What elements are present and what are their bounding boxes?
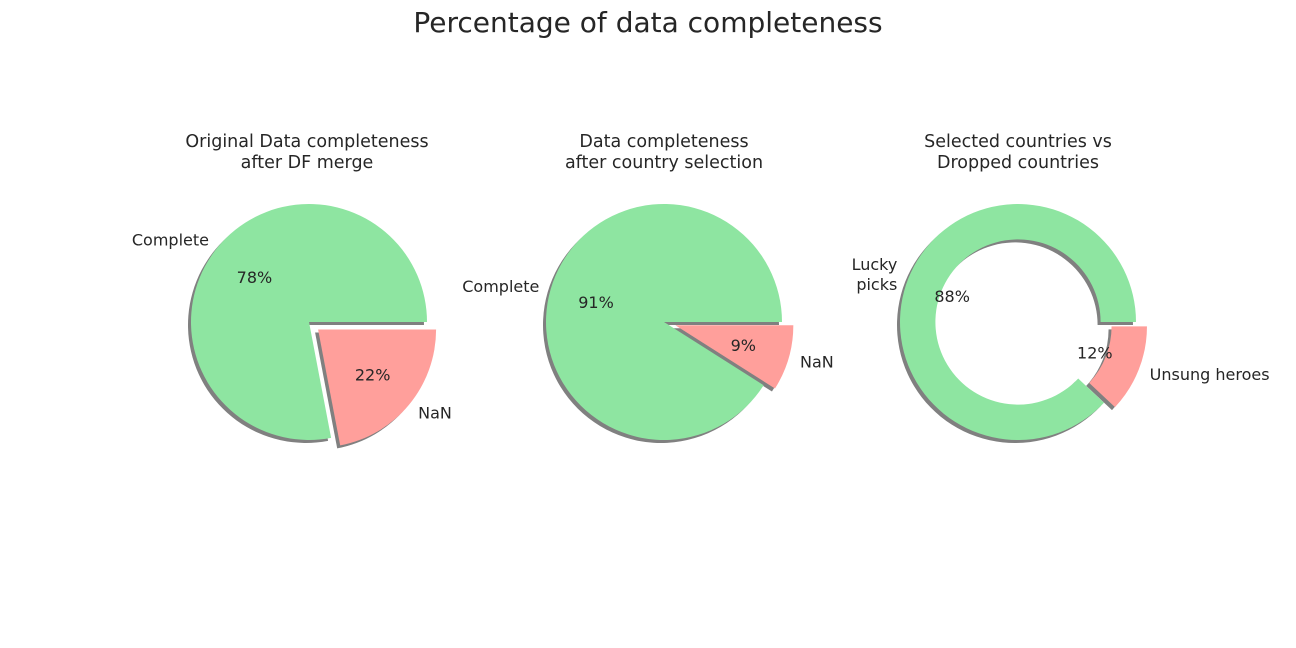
pie-slices [546, 204, 794, 441]
chart-title-line-1: Original Data completeness [185, 132, 428, 152]
pie-percent-label: 78% [237, 268, 273, 287]
pie-label: Complete [462, 277, 539, 296]
pie-slice-nan [675, 325, 794, 389]
pie-slice-complete [190, 204, 427, 440]
pie-label: Lucky picks [852, 255, 898, 294]
chart-title-line-1: Data completeness [579, 132, 748, 152]
pie-slices [190, 204, 437, 446]
chart-title-line-2: after country selection [565, 153, 763, 173]
pie-label: Unsung heroes [1150, 365, 1270, 384]
pie-label: NaN [800, 353, 834, 372]
pie-percent-label: 9% [731, 336, 756, 355]
pie-percent-label: 12% [1077, 343, 1113, 362]
pie-label: Complete [132, 230, 209, 249]
pie-label: NaN [418, 403, 452, 422]
figure-title: Percentage of data completeness [413, 6, 883, 39]
pie-percent-label: 22% [355, 366, 391, 385]
pie-slice-nan [318, 329, 437, 446]
pie-slice-lucky-picks [900, 203, 1136, 440]
chart-title-line-1: Selected countries vs [924, 132, 1112, 152]
chart-title-line-2: after DF merge [241, 153, 374, 173]
pie-slices [900, 203, 1147, 440]
pie-percent-label: 88% [934, 287, 970, 306]
pie-slice-complete [546, 204, 782, 441]
pie-percent-label: 91% [578, 293, 614, 312]
pie-slice-unsung-heroes [1089, 326, 1147, 408]
chart-title-line-2: Dropped countries [937, 153, 1099, 173]
